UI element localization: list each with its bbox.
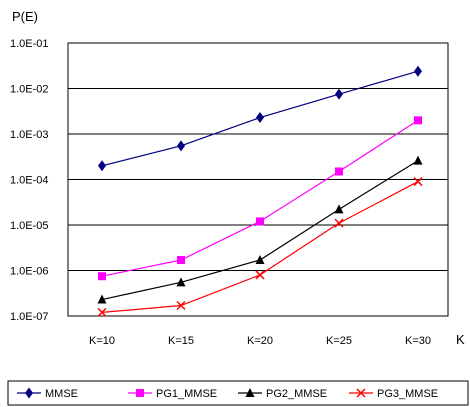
- legend-marker: [136, 389, 144, 397]
- plot-area-frame: [67, 42, 449, 317]
- y-axis-title: P(E): [12, 9, 38, 24]
- legend-label: PG2_MMSE: [266, 388, 327, 400]
- series-line: [101, 160, 419, 301]
- data-point: [335, 88, 343, 100]
- x-tick-labels: K=10 K=15 K=20 K=25 K=30: [89, 335, 431, 347]
- data-point: [334, 204, 344, 214]
- series-line: [101, 181, 419, 313]
- data-point: [414, 65, 422, 77]
- y-tick-label: 1.0E-04: [10, 175, 49, 187]
- legend-label: PG3_MMSE: [377, 388, 438, 400]
- y-tick-label: 1.0E-05: [10, 220, 49, 232]
- y-tick-label: 1.0E-07: [10, 311, 49, 323]
- data-point: [97, 294, 107, 304]
- marker-stroke: [413, 177, 423, 187]
- marker-stroke: [176, 300, 186, 311]
- data-point: [414, 116, 422, 125]
- marker-stroke: [356, 388, 366, 398]
- data-point: [335, 167, 343, 176]
- x-tick-label: K=10: [89, 335, 115, 347]
- data-point: [256, 112, 264, 124]
- x-axis-title: K: [456, 332, 465, 347]
- data-point: [98, 160, 106, 172]
- data-point: [334, 218, 344, 228]
- legend-marker: [356, 388, 366, 398]
- x-tick-label: K=20: [247, 335, 273, 347]
- data-point: [177, 256, 185, 265]
- series-mmse: [98, 65, 422, 172]
- legend-marker: [25, 387, 33, 399]
- y-tick-label: 1.0E-06: [10, 266, 49, 278]
- legend: MMSE PG1_MMSE PG2_MMSE PG3_MMSE: [7, 380, 469, 406]
- data-point: [255, 270, 265, 280]
- series-line: [101, 119, 419, 277]
- series-layer: [97, 65, 423, 317]
- data-point: [176, 277, 186, 287]
- data-point: [97, 307, 107, 317]
- marker-stroke: [255, 270, 265, 280]
- y-tick-label: 1.0E-03: [10, 129, 49, 141]
- legend-label: PG1_MMSE: [156, 388, 217, 400]
- data-point: [413, 155, 423, 165]
- legend-item: PG1_MMSE: [128, 388, 217, 400]
- legend-item: PG3_MMSE: [349, 388, 438, 400]
- y-tick-label: 1.0E-02: [10, 84, 49, 96]
- series-pg3-mmse: [97, 177, 423, 317]
- legend-label: MMSE: [45, 388, 78, 400]
- y-tick-labels: 1.0E-01 1.0E-02 1.0E-03 1.0E-04 1.0E-05 1.0E-…: [10, 38, 49, 323]
- marker-stroke: [97, 307, 107, 317]
- data-point: [98, 272, 106, 281]
- legend-item: MMSE: [17, 387, 78, 400]
- series-pg2-mmse: [97, 155, 423, 304]
- data-point: [255, 255, 265, 265]
- data-point: [177, 140, 185, 152]
- x-tick-label: K=25: [326, 335, 352, 347]
- x-tick-label: K=30: [405, 335, 431, 347]
- data-point: [176, 300, 186, 311]
- y-tick-label: 1.0E-01: [10, 38, 49, 50]
- legend-item: PG2_MMSE: [238, 388, 327, 400]
- series-pg1-mmse: [98, 116, 422, 281]
- data-point: [256, 217, 264, 226]
- legend-marker: [245, 388, 255, 397]
- x-tick-label: K=15: [168, 335, 194, 347]
- marker-stroke: [334, 218, 344, 228]
- data-point: [413, 177, 423, 187]
